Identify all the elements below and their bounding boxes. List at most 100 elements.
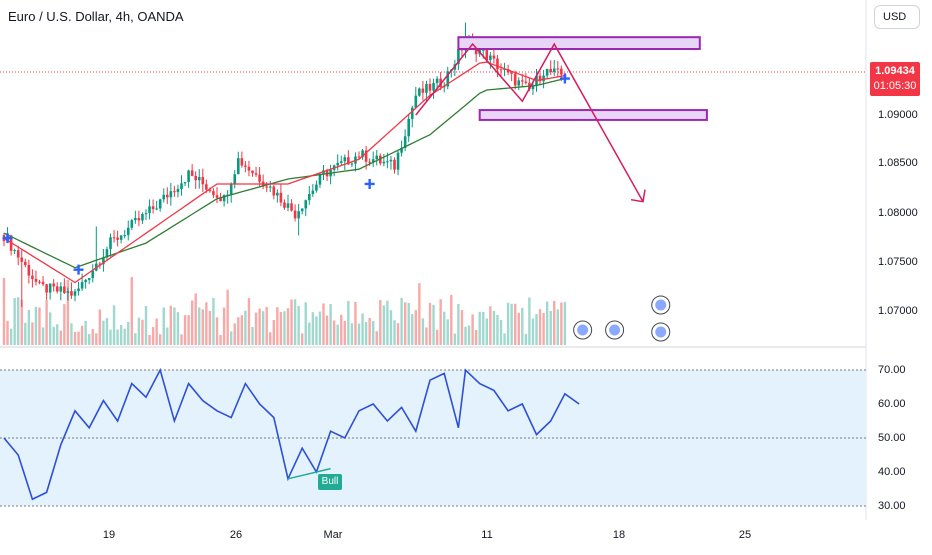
candle-body [265, 186, 268, 188]
volume-bar [283, 311, 286, 345]
volume-bar [105, 318, 109, 345]
candle-body [272, 186, 276, 196]
rsi-tick-label: 30.00 [878, 500, 906, 512]
candle-body [279, 192, 283, 203]
volume-bar [336, 324, 339, 345]
candle-body [393, 159, 396, 170]
volume-bar [375, 331, 378, 345]
volume-bar [244, 310, 247, 345]
candle-body [158, 199, 162, 209]
volume-bar [84, 321, 87, 345]
candle-body [244, 165, 247, 167]
volume-bar [325, 315, 329, 345]
candle-body [27, 265, 31, 276]
candle-body [155, 208, 158, 210]
volume-bar [538, 309, 542, 345]
candle-body [16, 250, 20, 258]
volume-bar [535, 313, 538, 345]
volume-bar [272, 319, 275, 345]
price-tick-label: 1.08500 [878, 157, 918, 169]
signal-cross-marker [559, 73, 570, 84]
current-price: 1.09434 [875, 65, 915, 77]
volume-bar [59, 330, 62, 345]
volume-bar [382, 305, 386, 345]
candle-body [510, 72, 513, 74]
volume-bar [2, 277, 6, 345]
price-tick-label: 1.09000 [878, 109, 918, 121]
candle-body [130, 220, 134, 228]
rsi-tick-label: 50.00 [878, 432, 906, 444]
volume-bar [428, 302, 432, 345]
volume-bar [425, 327, 428, 345]
candle-body [87, 278, 91, 280]
candle-body [212, 191, 215, 196]
price-tick-label: 1.07500 [878, 256, 918, 268]
candle-body [336, 162, 339, 166]
volume-bar [144, 306, 148, 345]
candle-body [169, 191, 173, 198]
support-zone [478, 109, 708, 121]
candle-body [240, 158, 244, 166]
candle-body [123, 235, 126, 237]
volume-bar [130, 277, 133, 345]
date-tick-label: 26 [229, 529, 243, 541]
currency-button[interactable]: USD [874, 5, 920, 29]
candle-body [48, 283, 52, 293]
candle-body [407, 118, 410, 137]
volume-bar [510, 303, 513, 345]
candle-body [457, 49, 460, 65]
volume-bar [180, 334, 183, 345]
candle-body [144, 213, 148, 215]
candle-body [205, 184, 208, 190]
volume-bar [9, 328, 13, 345]
candle-body [208, 189, 212, 192]
volume-bar [524, 333, 528, 345]
volume-bar [66, 279, 70, 345]
volume-bar [290, 299, 293, 345]
volume-bar [52, 326, 55, 345]
volume-bar [222, 307, 226, 345]
volume-bar [474, 330, 478, 345]
candle-body [489, 55, 492, 61]
signal-cross-marker [364, 178, 375, 189]
volume-bar [521, 307, 524, 345]
flag-icon [655, 326, 667, 338]
volume-bar [485, 318, 488, 345]
rsi-divergence-line [287, 467, 331, 480]
candle-body [304, 200, 308, 209]
volume-bar [517, 312, 520, 345]
volume-bar [482, 311, 485, 345]
candle-body [339, 161, 343, 163]
volume-bar [457, 304, 460, 345]
ma-slow-line [3, 77, 566, 269]
arrow-head [630, 189, 646, 203]
volume-bar [318, 311, 322, 345]
price-tick-label: 1.08000 [878, 207, 918, 219]
volume-bar [553, 300, 556, 345]
volume-bar [205, 302, 208, 345]
candle-body [73, 291, 77, 296]
candle-body [506, 69, 510, 73]
volume-bar [112, 305, 116, 345]
candle-body [66, 291, 70, 293]
candle-body [226, 194, 229, 196]
volume-bar [148, 334, 151, 345]
candle-body [485, 49, 489, 61]
volume-bar [173, 307, 176, 345]
candle-body [180, 183, 183, 190]
candle-body [59, 286, 63, 292]
rsi-tick-label: 70.00 [878, 364, 906, 376]
candle-body [496, 58, 499, 70]
volume-bar [38, 307, 41, 345]
volume-bar [251, 326, 254, 345]
volume-bar [208, 310, 212, 345]
candle-body [283, 202, 286, 208]
candle-body [499, 69, 503, 71]
candle-body [347, 157, 350, 165]
volume-bar [230, 331, 233, 345]
volume-bar [70, 323, 73, 345]
volume-bar [137, 317, 141, 345]
volume-bar [134, 333, 137, 345]
